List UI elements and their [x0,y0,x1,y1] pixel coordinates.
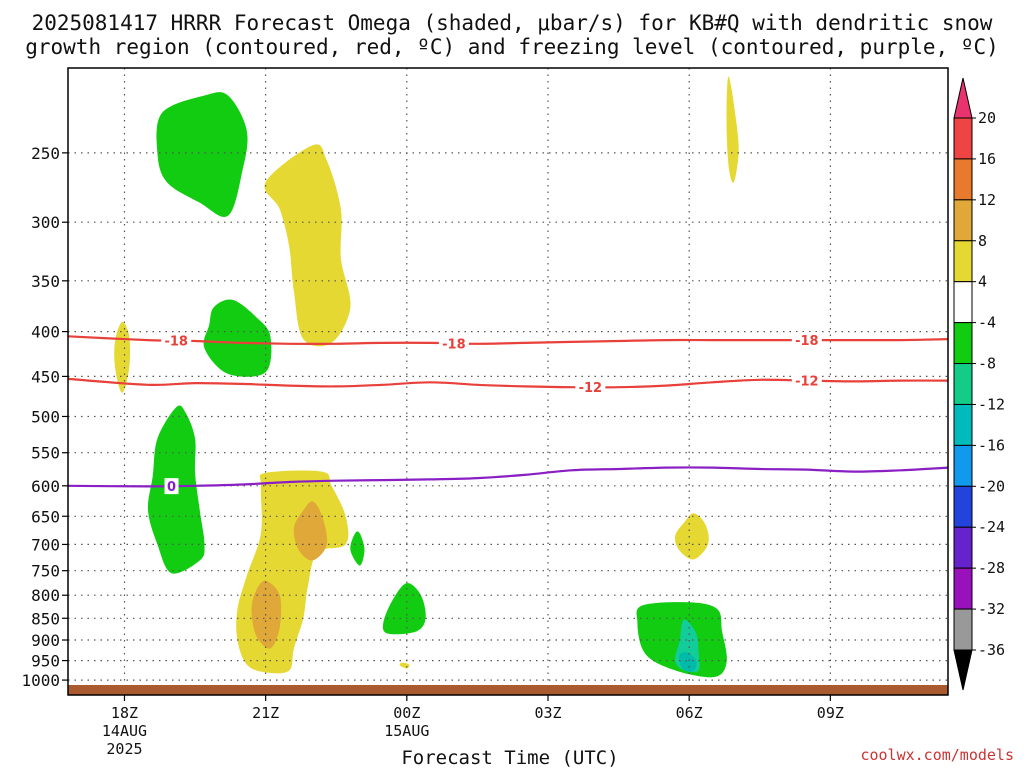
colorbar-bin-4 [953,281,973,324]
temperature-contours: -18 -18 -18 -12 -12 0 [67,332,949,495]
colorbar-bin-6 [953,363,973,405]
contour-label-1-0: -12 [579,381,603,396]
omega-region-4 [350,531,365,566]
y-tick-label-550: 550 [31,444,60,463]
x-tick-sub1-00Z: 15AUG [384,722,429,740]
x-tick-label-21Z: 21Z [252,704,279,722]
y-tick-label-350: 350 [31,272,60,291]
colorbar-label-6: -8 [978,355,996,373]
colorbar-label-11: -28 [978,559,1005,577]
contour-label-2-0: 0 [167,480,176,495]
chart-title-line2: growth region (contoured, red, ºC) and f… [25,35,999,59]
x-tick-label-06Z: 06Z [676,704,703,722]
omega-region-3 [382,583,426,635]
contour-label-0-2: -18 [795,334,819,349]
colorbar-bin-9 [953,485,973,528]
x-tick-label-03Z: 03Z [534,704,561,722]
chart-title-line1: 2025081417 HRRR Forecast Omega (shaded, … [32,11,993,35]
omega-region-0 [156,92,248,217]
contour-label-bg-2-0 [164,478,179,495]
credit-text: coolwx.com/models [860,746,1014,764]
contour-label-bg-0-0 [161,332,192,349]
x-tick-sub1-18Z: 14AUG [102,722,147,740]
ground-bar [68,684,948,695]
colorbar-bin-2 [953,199,973,242]
colorbar-label-8: -16 [978,436,1005,454]
omega-shading [114,76,739,678]
colorbar-label-2: 12 [978,191,996,209]
colorbar-bin-1 [953,158,973,201]
x-tick-label-18Z: 18Z [111,704,138,722]
x-tick-sub2-18Z: 2025 [106,740,142,758]
y-tick-label-400: 400 [31,323,60,342]
colorbar-bin-0 [953,117,973,160]
omega-region-13 [399,662,410,669]
y-tick-label-600: 600 [31,477,60,496]
contour-label-bg-1-1 [791,372,822,389]
y-tick-label-1000: 1000 [21,671,60,690]
omega-region-1 [203,299,272,377]
x-tick-label-00Z: 00Z [393,704,420,722]
contour-label-bg-0-2 [791,332,822,349]
colorbar-bottom-arrow [953,649,973,691]
colorbar-bin-11 [953,567,973,610]
y-tick-label-300: 300 [31,213,60,232]
colorbar-label-9: -20 [978,477,1005,495]
colorbar-top-arrow [953,77,973,119]
contour-line-2 [67,466,949,488]
y-axis-ticks: 250 300 350 400 450 500 550 600 650 700 750 800 850 9… [21,144,68,690]
y-tick-label-500: 500 [31,407,60,426]
contour-label-0-0: -18 [164,335,188,350]
contour-label-bg-0-1 [438,335,469,352]
omega-region-12 [726,76,739,183]
colorbar-label-7: -12 [978,395,1005,413]
colorbar-label-12: -32 [978,600,1005,618]
x-tick-label-09Z: 09Z [817,704,844,722]
colorbar-label-3: 8 [978,232,987,250]
colorbar-bin-5 [953,322,973,365]
colorbar-label-0: 20 [978,109,996,127]
contour-label-bg-1-0 [575,379,606,396]
colorbar-label-4: 4 [978,273,987,291]
colorbar-label-1: 16 [978,150,996,168]
colorbar-label-13: -36 [978,641,1005,659]
omega-region-8 [264,144,351,347]
y-tick-label-250: 250 [31,144,60,163]
colorbar-label-10: -24 [978,518,1005,536]
colorbar-bin-10 [953,526,973,569]
colorbar-bin-12 [953,608,973,651]
colorbar-label-5: -4 [978,314,996,332]
colorbar: 20 16 12 8 4 -4 -8 -12 -16 -20 -24 -28 -32 -36 [953,77,1005,691]
x-axis-label: Forecast Time (UTC) [401,747,618,768]
colorbar-bin-8 [953,444,973,487]
contour-label-0-1: -18 [442,337,466,352]
y-tick-label-650: 650 [31,507,60,526]
plot-frame [67,67,949,696]
y-tick-label-450: 450 [31,367,60,386]
y-tick-label-950: 950 [31,652,60,671]
colorbar-bin-3 [953,240,973,283]
y-tick-label-700: 700 [31,535,60,554]
y-tick-label-900: 900 [31,631,60,650]
omega-region-11 [674,513,709,560]
omega-region-10 [236,470,349,674]
omega-region-15 [251,580,282,649]
contour-label-1-1: -12 [795,375,819,390]
colorbar-bin-7 [953,403,973,446]
omega-region-7 [679,652,697,672]
y-tick-label-800: 800 [31,586,60,605]
y-tick-label-850: 850 [31,609,60,628]
y-tick-label-750: 750 [31,562,60,581]
